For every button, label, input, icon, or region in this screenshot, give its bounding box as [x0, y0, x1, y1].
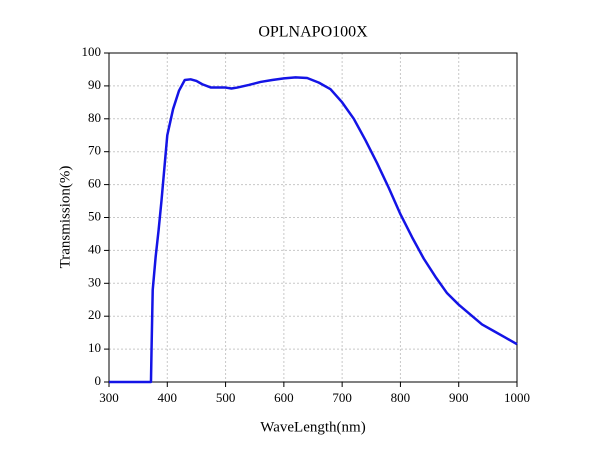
- x-tick-label: 500: [216, 390, 236, 405]
- x-tick-label: 600: [274, 390, 294, 405]
- x-tick-label: 700: [332, 390, 352, 405]
- y-tick-label: 20: [88, 307, 101, 322]
- y-tick-label: 10: [88, 340, 101, 355]
- x-tick-label: 900: [449, 390, 469, 405]
- y-tick-label: 60: [88, 176, 101, 191]
- y-tick-label: 40: [88, 241, 101, 256]
- y-tick-label: 70: [88, 143, 101, 158]
- chart-title: OPLNAPO100X: [258, 24, 368, 41]
- y-tick-label: 50: [88, 208, 101, 223]
- y-tick-label: 100: [82, 44, 102, 59]
- y-axis-label: Transmission(%): [57, 166, 73, 269]
- x-tick-label: 400: [158, 390, 178, 405]
- y-tick-label: 90: [88, 77, 101, 92]
- x-axis-label: WaveLength(nm): [260, 419, 365, 435]
- y-tick-label: 30: [88, 274, 101, 289]
- line: [109, 76, 518, 384]
- y-tick-label: 80: [88, 110, 101, 125]
- x-tick-label: 300: [99, 390, 119, 405]
- x-tick-label: 800: [391, 390, 411, 405]
- plot-frame: [108, 52, 518, 383]
- y-tick-label: 0: [95, 373, 102, 388]
- x-tick-label: 1000: [504, 390, 530, 405]
